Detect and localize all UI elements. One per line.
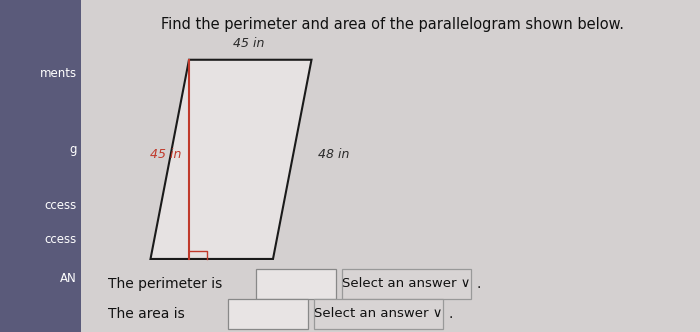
- FancyBboxPatch shape: [314, 299, 443, 329]
- FancyBboxPatch shape: [0, 0, 80, 332]
- Text: g: g: [69, 143, 77, 156]
- Text: ccess: ccess: [45, 199, 77, 212]
- FancyBboxPatch shape: [342, 269, 471, 299]
- Text: 48 in: 48 in: [318, 148, 350, 161]
- Text: .: .: [477, 277, 481, 291]
- Text: .: .: [449, 307, 453, 321]
- Text: The perimeter is: The perimeter is: [108, 277, 223, 291]
- Text: Select an answer ∨: Select an answer ∨: [342, 277, 470, 290]
- Text: ccess: ccess: [45, 232, 77, 246]
- Text: The area is: The area is: [108, 307, 186, 321]
- FancyBboxPatch shape: [228, 299, 308, 329]
- Text: 45 in: 45 in: [150, 148, 181, 161]
- Text: ments: ments: [40, 66, 77, 80]
- FancyBboxPatch shape: [256, 269, 336, 299]
- Text: 45 in: 45 in: [233, 37, 264, 50]
- Text: Select an answer ∨: Select an answer ∨: [314, 307, 442, 320]
- Text: Find the perimeter and area of the parallelogram shown below.: Find the perimeter and area of the paral…: [160, 17, 624, 32]
- Text: AN: AN: [60, 272, 77, 286]
- Polygon shape: [150, 60, 312, 259]
